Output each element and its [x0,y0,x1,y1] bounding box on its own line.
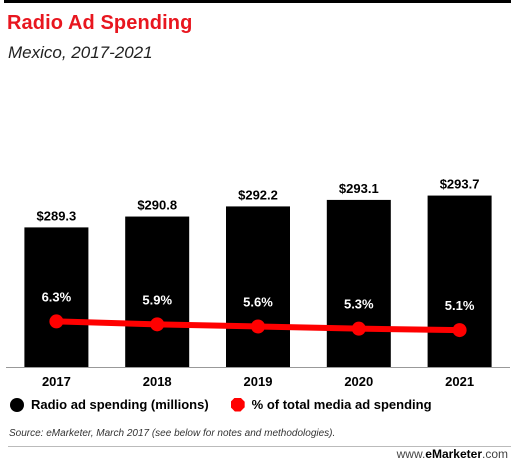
line-value-label: 5.3% [344,297,374,312]
legend-label-spending: Radio ad spending (millions) [31,397,209,412]
chart-subtitle: Mexico, 2017-2021 [8,43,153,62]
top-rule [4,0,511,3]
line-point-2018 [150,317,165,332]
brand-prefix: www. [396,447,426,461]
x-tick-label: 2017 [42,374,71,389]
line-point-2021 [452,323,467,338]
bar-2017 [24,227,89,367]
bar-value-label: $292.2 [238,187,278,202]
bar-value-label: $293.1 [339,181,379,196]
bar-value-label: $290.8 [137,198,177,213]
bar-value-label: $293.7 [440,177,480,192]
brand-url: www.eMarketer.com [397,447,508,461]
chart-title: Radio Ad Spending [7,12,193,34]
line-value-label: 5.1% [445,298,475,313]
source-note: Source: eMarketer, March 2017 (see below… [9,428,336,439]
line-value-label: 5.6% [243,294,273,309]
x-tick-label: 2018 [143,374,172,389]
brand-name: eMarketer [425,447,482,461]
bar-2021 [427,195,492,367]
brand-suffix: .com [481,447,508,461]
legend-label-share: % of total media ad spending [251,397,432,412]
legend-item-spending: Radio ad spending (millions) [10,397,209,412]
x-tick-label: 2020 [344,374,373,389]
line-point-2019 [251,319,265,334]
bar-2018 [125,216,190,367]
line-value-label: 5.9% [142,292,172,307]
bar-value-label: $289.3 [37,208,77,223]
legend-dot-icon [10,397,24,412]
bar-2019 [226,206,290,367]
x-tick-label: 2021 [445,374,474,389]
legend-item-share: % of total media ad spending [230,397,432,412]
x-tick-label: 2019 [244,374,273,389]
line-point-2017 [49,314,64,329]
bar-2020 [326,199,391,367]
line-point-2020 [351,321,366,336]
legend-octagon-icon [230,397,245,412]
line-value-label: 6.3% [42,289,72,304]
footer-rule [8,446,511,447]
legend: Radio ad spending (millions) % of total … [10,397,454,412]
